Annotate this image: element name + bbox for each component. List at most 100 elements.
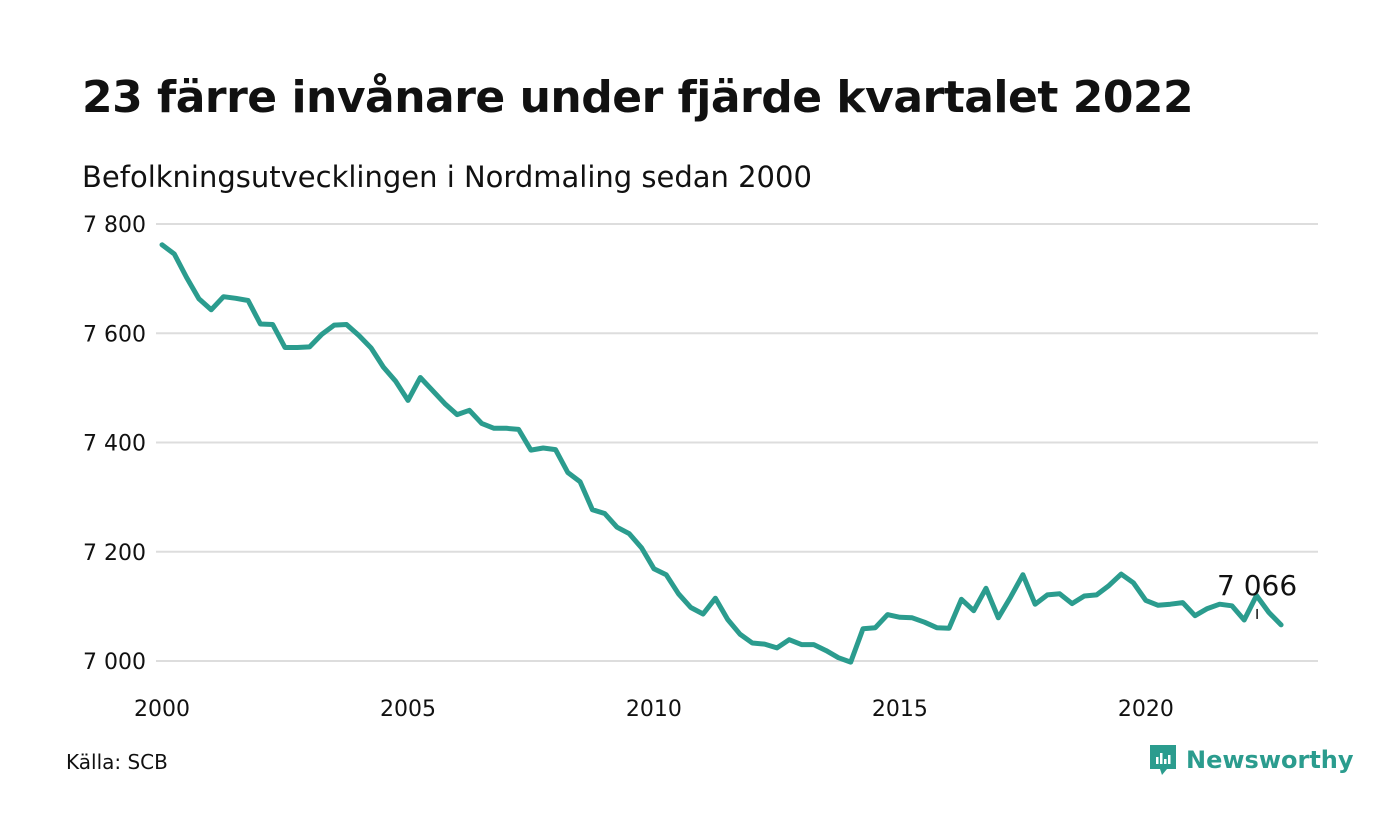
data-point [307,344,312,349]
data-point [295,345,300,350]
data-point [1156,603,1161,608]
data-point [651,566,656,571]
data-point [774,645,779,650]
brand-name: Newsworthy [1186,746,1354,774]
data-point [750,640,755,645]
x-tick-label: 2000 [134,697,190,722]
data-point [1205,606,1210,611]
data-point [713,596,718,601]
data-point [836,655,841,660]
data-point [405,398,410,403]
data-point [233,296,238,301]
data-point [824,648,829,653]
y-tick-label: 7 800 [83,213,146,238]
data-point [701,612,706,617]
data-point [282,345,287,350]
data-point [1242,618,1247,623]
y-axis: 7 000 7 200 7 400 7 600 7 800 [83,213,146,675]
annotation-group: 7 066 [1217,569,1297,619]
data-point [504,426,509,431]
y-tick-label: 7 600 [83,322,146,347]
data-point [1180,600,1185,605]
source-note: Källa: SCB [66,750,168,774]
data-point [639,545,644,550]
y-tick-label: 7 000 [83,650,146,675]
data-point [1033,602,1038,607]
series-group [159,242,1284,665]
data-point [947,626,952,631]
data-point [1008,595,1013,600]
data-point [541,445,546,450]
data-point [430,388,435,393]
chart-title: 23 färre invånare under fjärde kvartalet… [82,72,1194,123]
data-point [799,642,804,647]
data-point [959,597,964,602]
data-point [688,605,693,610]
data-point [934,625,939,630]
data-point [455,412,460,417]
data-point [184,275,189,280]
data-point [590,507,595,512]
data-point [578,479,583,484]
data-point [1082,593,1087,598]
data-point [369,345,374,350]
data-point [1020,572,1025,577]
data-point [615,525,620,530]
data-point [762,642,767,647]
data-point [602,511,607,516]
data-point [1143,598,1148,603]
data-point [725,617,730,622]
data-point [381,365,386,370]
x-tick-label: 2010 [626,697,682,722]
data-point [246,298,251,303]
data-point [1217,602,1222,607]
data-point [885,612,890,617]
newsworthy-logo-icon [1150,745,1176,775]
data-point [787,637,792,642]
data-point [270,322,275,327]
data-point [1168,602,1173,607]
y-tick-label: 7 400 [83,432,146,457]
data-point [971,608,976,613]
data-point [848,660,853,665]
x-tick-label: 2005 [380,697,436,722]
data-point [172,252,177,257]
data-point [196,296,201,301]
data-point [467,408,472,413]
data-point [209,307,214,312]
gridlines [156,223,1318,662]
data-point [516,427,521,432]
x-tick-label: 2020 [1118,697,1174,722]
data-point [565,470,570,475]
data-point [1266,610,1271,615]
data-point [983,586,988,591]
data-point [258,321,263,326]
data-point [221,294,226,299]
x-axis: 2000 2005 2010 2015 2020 [134,697,1174,722]
data-point [860,626,865,631]
data-point [1070,601,1075,606]
data-point [897,615,902,620]
data-point [1279,622,1284,627]
data-point [356,333,361,338]
data-point [319,332,324,337]
data-point [1057,591,1062,596]
data-point [442,401,447,406]
data-point [627,531,632,536]
data-point [1045,592,1050,597]
data-point [418,375,423,380]
y-tick-label: 7 200 [83,541,146,566]
data-point [393,379,398,384]
data-point [332,323,337,328]
chart-subtitle: Befolkningsutvecklingen i Nordmaling sed… [82,160,812,194]
data-point [160,242,165,247]
data-point [528,448,533,453]
data-point [492,426,497,431]
line-chart: 7 000 7 200 7 400 7 600 7 800 2000 2005 2010 20… [83,213,1318,722]
data-point [553,447,558,452]
data-point [1229,603,1234,608]
data-point [1131,580,1136,585]
annotation-label: 7 066 [1217,569,1297,602]
data-point [996,615,1001,620]
data-point [479,421,484,426]
